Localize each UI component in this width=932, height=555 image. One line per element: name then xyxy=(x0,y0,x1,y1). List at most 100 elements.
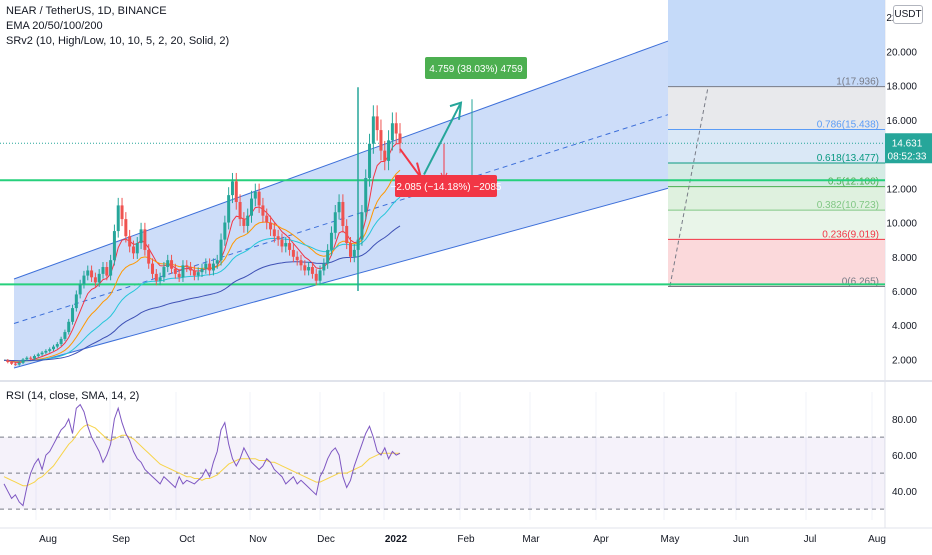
candle-body xyxy=(253,191,257,199)
candle-body xyxy=(398,133,402,144)
candle-body xyxy=(13,363,17,365)
fib-level-label: 0(6.265) xyxy=(842,276,879,287)
candle-body xyxy=(63,332,67,339)
measure-down-tag: −2.085 (−14.18%) −2085 xyxy=(391,175,502,197)
candle-body xyxy=(67,321,71,333)
measure-down-tag-text: −2.085 (−14.18%) −2085 xyxy=(391,182,502,193)
rsi-sma-line xyxy=(3,423,400,487)
candle-body xyxy=(154,273,158,281)
candle-body xyxy=(93,277,97,283)
time-axis-label: Aug xyxy=(868,534,886,545)
time-axis-label: Mar xyxy=(522,534,540,545)
candle-body xyxy=(215,260,219,264)
price-axis-tick: 4.000 xyxy=(892,321,917,332)
candle-body xyxy=(29,357,33,359)
candle-body xyxy=(166,260,170,268)
price-axis-tick: 12.000 xyxy=(886,184,917,195)
candle-body xyxy=(318,270,322,281)
candle-body xyxy=(97,273,101,283)
candle-body xyxy=(337,201,341,213)
candle-body xyxy=(276,236,280,240)
candle-body xyxy=(246,215,250,226)
candle-body xyxy=(219,239,223,261)
candle-body xyxy=(185,265,189,268)
candle-body xyxy=(74,294,78,309)
candle-body xyxy=(234,181,238,202)
candle-body xyxy=(291,249,295,257)
measure-down-tag-bg xyxy=(395,175,497,197)
candle-body xyxy=(36,354,40,357)
time-axis-label: 2022 xyxy=(385,534,408,545)
candle-body xyxy=(208,263,212,271)
fib-level-label: 0.236(9.019) xyxy=(822,229,879,240)
measure-up-tag-text: 4.759 (38.03%) 4759 xyxy=(429,64,523,75)
candle-body xyxy=(158,277,162,281)
candle-body xyxy=(307,267,311,271)
rsi-axis-tick: 80.00 xyxy=(892,415,917,426)
current-price-tag: 14.631 xyxy=(892,138,923,149)
candle-body xyxy=(341,201,345,226)
candle-body xyxy=(143,229,147,250)
candle-body xyxy=(303,265,307,271)
candle-body xyxy=(284,243,288,247)
candle-body xyxy=(55,344,59,347)
candle-body xyxy=(227,195,231,223)
candle-body xyxy=(135,243,139,254)
candle-body xyxy=(250,198,253,216)
candle-body xyxy=(383,150,387,161)
candle-body xyxy=(265,215,269,223)
projection-up-arrowhead xyxy=(449,101,463,120)
fib-level-label: 0.382(10.723) xyxy=(817,200,879,211)
candle-body xyxy=(124,219,128,237)
candle-body xyxy=(375,116,379,131)
candle-body xyxy=(21,359,25,363)
candle-body xyxy=(368,143,372,179)
candle-body xyxy=(101,267,105,274)
candle-body xyxy=(288,243,292,250)
time-axis-label: May xyxy=(661,534,680,545)
fib-trend-line xyxy=(669,87,709,286)
candle-body xyxy=(299,260,303,266)
candle-body xyxy=(352,249,356,257)
candle-body xyxy=(257,191,261,206)
candle-body xyxy=(326,249,330,264)
candle-body xyxy=(329,232,333,250)
rsi-axis-tick: 60.00 xyxy=(892,451,917,462)
candle-body xyxy=(394,123,398,134)
currency-unit-badge[interactable]: USDT xyxy=(893,5,923,24)
candle-body xyxy=(196,272,200,276)
candle-body xyxy=(32,356,36,359)
fib-zone xyxy=(668,86,885,130)
candle-body xyxy=(364,178,368,213)
price-axis-tick: 16.000 xyxy=(886,116,917,127)
candle-body xyxy=(59,338,63,345)
ema-indicator-label: EMA 20/50/100/200 xyxy=(6,20,103,32)
rsi-axis-tick: 40.00 xyxy=(892,487,917,498)
candle-body xyxy=(151,263,154,274)
candle-body xyxy=(6,360,10,363)
candle-body xyxy=(90,270,94,278)
bar-countdown: 08:52:33 xyxy=(888,151,927,162)
candle-body xyxy=(105,267,109,276)
candle-body xyxy=(128,236,132,247)
rsi-indicator-label: RSI (14, close, SMA, 14, 2) xyxy=(6,390,140,402)
candle-body xyxy=(261,205,265,216)
time-axis-label: Aug xyxy=(39,534,57,545)
fib-zone xyxy=(668,186,885,211)
candle-body xyxy=(192,270,196,276)
projection-up-arrow xyxy=(423,103,461,176)
candle-body xyxy=(147,249,151,264)
candle-body xyxy=(109,260,113,276)
candle-body xyxy=(390,123,394,141)
candle-body xyxy=(360,212,364,240)
candle-body xyxy=(78,284,82,295)
symbol-title: NEAR / TetherUS, 1D, BINANCE xyxy=(6,5,167,17)
candle-body xyxy=(387,140,391,161)
time-axis-label: Dec xyxy=(317,534,335,545)
candle-body xyxy=(25,357,29,360)
candle-body xyxy=(223,222,227,240)
candle-body xyxy=(310,267,314,274)
candle-body xyxy=(120,205,124,220)
